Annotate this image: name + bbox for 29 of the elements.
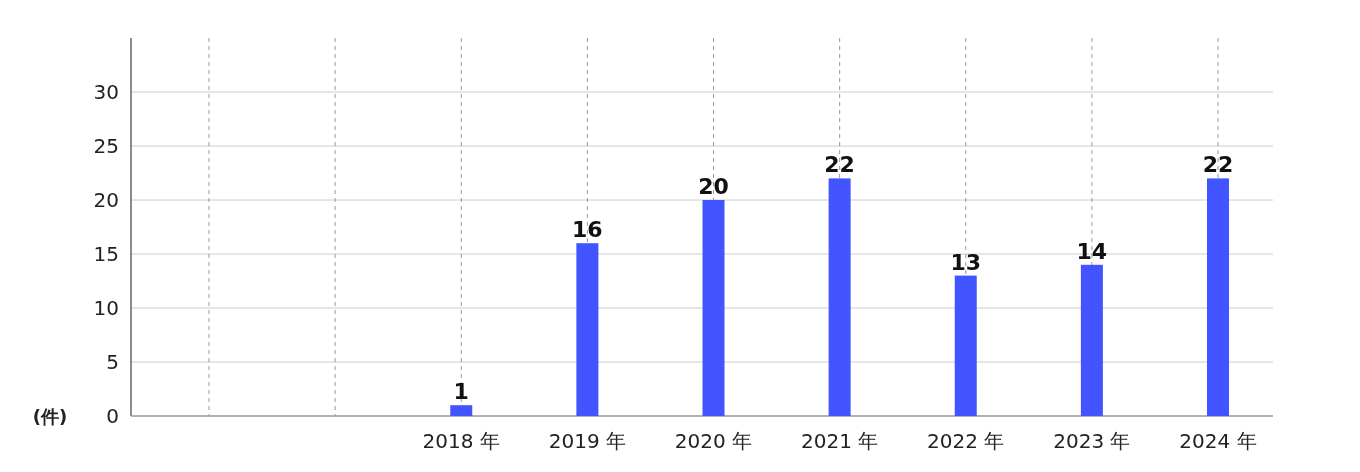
y-tick-label: 5 [106, 350, 119, 374]
x-tick-label: 2021 年 [800, 429, 879, 453]
data-label: 14 [1076, 238, 1108, 264]
x-tick-label: 2022 年 [927, 429, 1005, 453]
bar [828, 178, 851, 416]
data-label: 20 [698, 174, 729, 199]
data-label: 16 [572, 217, 603, 243]
y-tick-label: 10 [93, 296, 119, 320]
x-tick-label: 2023 年 [1053, 429, 1131, 453]
data-label: 13 [950, 249, 982, 275]
x-tick-label: 2020 年 [674, 429, 753, 453]
bar [702, 200, 725, 416]
bar [954, 275, 977, 416]
data-label: 22 [824, 152, 855, 178]
y-tick-label: 20 [93, 188, 119, 212]
y-tick-label: 30 [93, 80, 119, 104]
bar [1207, 178, 1229, 416]
y-tick-label: 0 [106, 404, 119, 428]
data-label: 22 [1202, 152, 1234, 178]
x-tick-label: 2024 年 [1179, 429, 1257, 453]
y-axis-title: (件) [32, 406, 68, 427]
y-tick-label: 25 [93, 134, 119, 158]
x-tick-label: 2019 年 [548, 429, 627, 453]
x-tick-label: 2018 年 [422, 429, 500, 453]
y-tick-label: 15 [93, 242, 119, 266]
data-label: 1 [453, 379, 469, 405]
bar [450, 405, 473, 416]
bar [1080, 264, 1103, 416]
bar [576, 243, 599, 416]
